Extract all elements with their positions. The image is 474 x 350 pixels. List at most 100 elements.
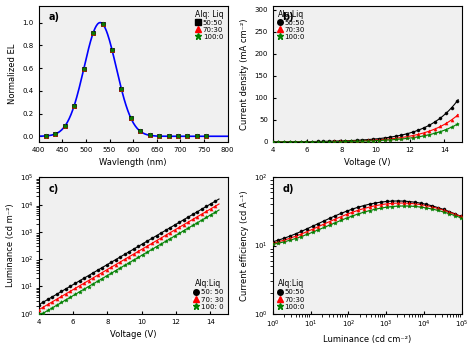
Point: [39, 310, 47, 316]
Point: [275, 240, 283, 246]
Point: [184, 219, 192, 225]
Point: [155, 133, 163, 139]
Point: [127, 115, 135, 121]
Point: [211, 209, 219, 215]
Point: [53, 291, 61, 297]
X-axis label: Voltage (V): Voltage (V): [110, 330, 156, 339]
Point: [139, 246, 147, 251]
Point: [343, 208, 351, 214]
Point: [184, 214, 192, 220]
Point: [44, 302, 52, 307]
Point: [76, 278, 83, 284]
Point: [112, 262, 119, 267]
Point: [148, 246, 156, 252]
Point: [372, 206, 379, 212]
Point: [355, 204, 362, 210]
Point: [440, 207, 447, 213]
Point: [183, 133, 191, 139]
Point: [53, 296, 61, 302]
Point: [165, 133, 173, 139]
Point: [48, 305, 56, 310]
Point: [411, 199, 419, 205]
Point: [442, 127, 450, 132]
Point: [174, 133, 182, 139]
Point: [403, 134, 411, 139]
Point: [198, 217, 206, 223]
Point: [302, 139, 310, 145]
Point: [355, 208, 362, 213]
Point: [372, 203, 379, 209]
Point: [349, 206, 356, 212]
Point: [99, 21, 106, 27]
Point: [377, 202, 385, 208]
Point: [457, 214, 465, 219]
Point: [309, 223, 317, 229]
Point: [80, 66, 87, 72]
Point: [108, 271, 115, 276]
Point: [377, 205, 385, 211]
Point: [85, 273, 92, 278]
Point: [336, 139, 344, 144]
Point: [146, 133, 154, 138]
Point: [153, 233, 160, 238]
Point: [162, 239, 169, 244]
Point: [35, 307, 43, 313]
Point: [392, 135, 400, 141]
Point: [108, 47, 116, 52]
Point: [431, 131, 438, 136]
Point: [309, 226, 317, 232]
Point: [431, 119, 438, 125]
Point: [99, 265, 106, 270]
Point: [454, 113, 461, 118]
Point: [448, 124, 456, 130]
Point: [207, 201, 215, 206]
Point: [44, 308, 52, 313]
Point: [409, 135, 416, 140]
Point: [42, 133, 50, 139]
Point: [153, 238, 160, 244]
Point: [349, 213, 356, 219]
Point: [319, 139, 327, 145]
Point: [193, 133, 201, 139]
Point: [80, 275, 88, 281]
Point: [71, 281, 79, 286]
Point: [139, 252, 147, 258]
Point: [153, 244, 160, 250]
Point: [409, 133, 416, 139]
Point: [411, 204, 419, 209]
Point: [121, 257, 128, 262]
Point: [292, 231, 300, 237]
Point: [269, 240, 277, 246]
Point: [366, 208, 374, 213]
Point: [358, 138, 366, 144]
Point: [426, 128, 433, 134]
Point: [126, 249, 133, 254]
Point: [94, 272, 101, 278]
Point: [320, 225, 328, 230]
Point: [326, 219, 334, 224]
Point: [269, 139, 277, 145]
Point: [342, 138, 349, 144]
Point: [85, 284, 92, 289]
Point: [400, 200, 408, 206]
Point: [112, 257, 119, 262]
Text: c): c): [48, 184, 58, 194]
Point: [166, 236, 174, 241]
Point: [392, 137, 400, 142]
Point: [320, 218, 328, 224]
Point: [343, 211, 351, 217]
Point: [406, 203, 413, 209]
Point: [442, 121, 450, 126]
Point: [309, 229, 317, 235]
Point: [67, 288, 74, 294]
Point: [286, 139, 293, 145]
Point: [394, 200, 402, 206]
Point: [148, 236, 156, 241]
Point: [389, 204, 396, 209]
Point: [337, 211, 345, 216]
Point: [383, 199, 391, 204]
Y-axis label: Current efficiency (cd A⁻¹): Current efficiency (cd A⁻¹): [239, 190, 248, 301]
Point: [428, 203, 436, 209]
Point: [297, 139, 304, 145]
Point: [337, 217, 345, 223]
